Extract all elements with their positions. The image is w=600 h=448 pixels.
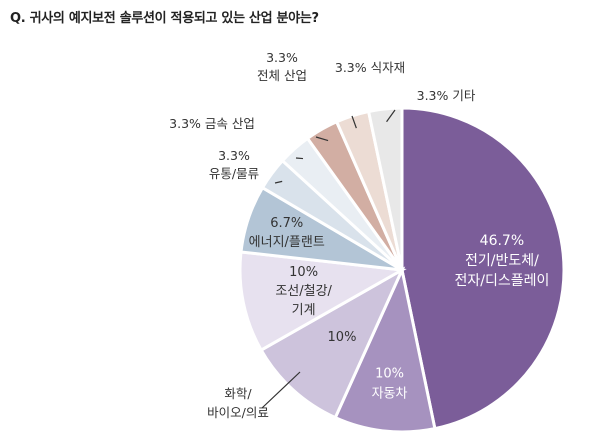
slice-category-label: 바이오/의료 [207, 405, 269, 420]
pie-slice [259, 266, 406, 420]
leader-line [386, 109, 396, 123]
slice-value-label: 46.7% [480, 233, 524, 249]
slice-category-label: 자동차 [372, 387, 408, 402]
slice-value-label: 10% [328, 330, 357, 345]
slice-value-label: 6.7% [270, 216, 303, 231]
slice-value-label: 10% [375, 367, 404, 382]
leader-line [295, 157, 304, 160]
leader-line [261, 371, 301, 409]
slice-category-label: 전체 산업 [257, 68, 307, 83]
slice-category-label: 에너지/플랜트 [249, 235, 325, 250]
pie-slice [400, 106, 566, 431]
pie-slice [366, 106, 404, 271]
chart-title: Q. 귀사의 예지보전 솔루션이 적용되고 있는 산업 분야는? [10, 11, 319, 26]
slice-value-label: 10% [289, 265, 318, 280]
slice-category-label: 기계 [292, 303, 316, 318]
slice-category-label: 유통/물류 [209, 166, 259, 181]
slice-value-label: 3.3% 식자재 [335, 60, 405, 75]
leader-line [315, 136, 329, 142]
pie-slice [333, 265, 437, 434]
slice-category-label: 조선/철강/ [275, 284, 332, 299]
slice-value-label: 3.3% 기타 [417, 88, 476, 103]
slice-category-label: 전자/디스플레이 [454, 273, 549, 289]
slice-category-label: 전기/반도체/ [465, 253, 539, 269]
slice-value-label: 3.3% 금속 산업 [169, 116, 255, 131]
pie-slice [238, 250, 407, 353]
slice-value-label: 3.3% [266, 50, 298, 65]
leader-line [351, 115, 357, 129]
slice-category-label: 화학/ [224, 386, 252, 401]
leader-line [274, 180, 283, 184]
slice-value-label: 3.3% [218, 148, 250, 163]
